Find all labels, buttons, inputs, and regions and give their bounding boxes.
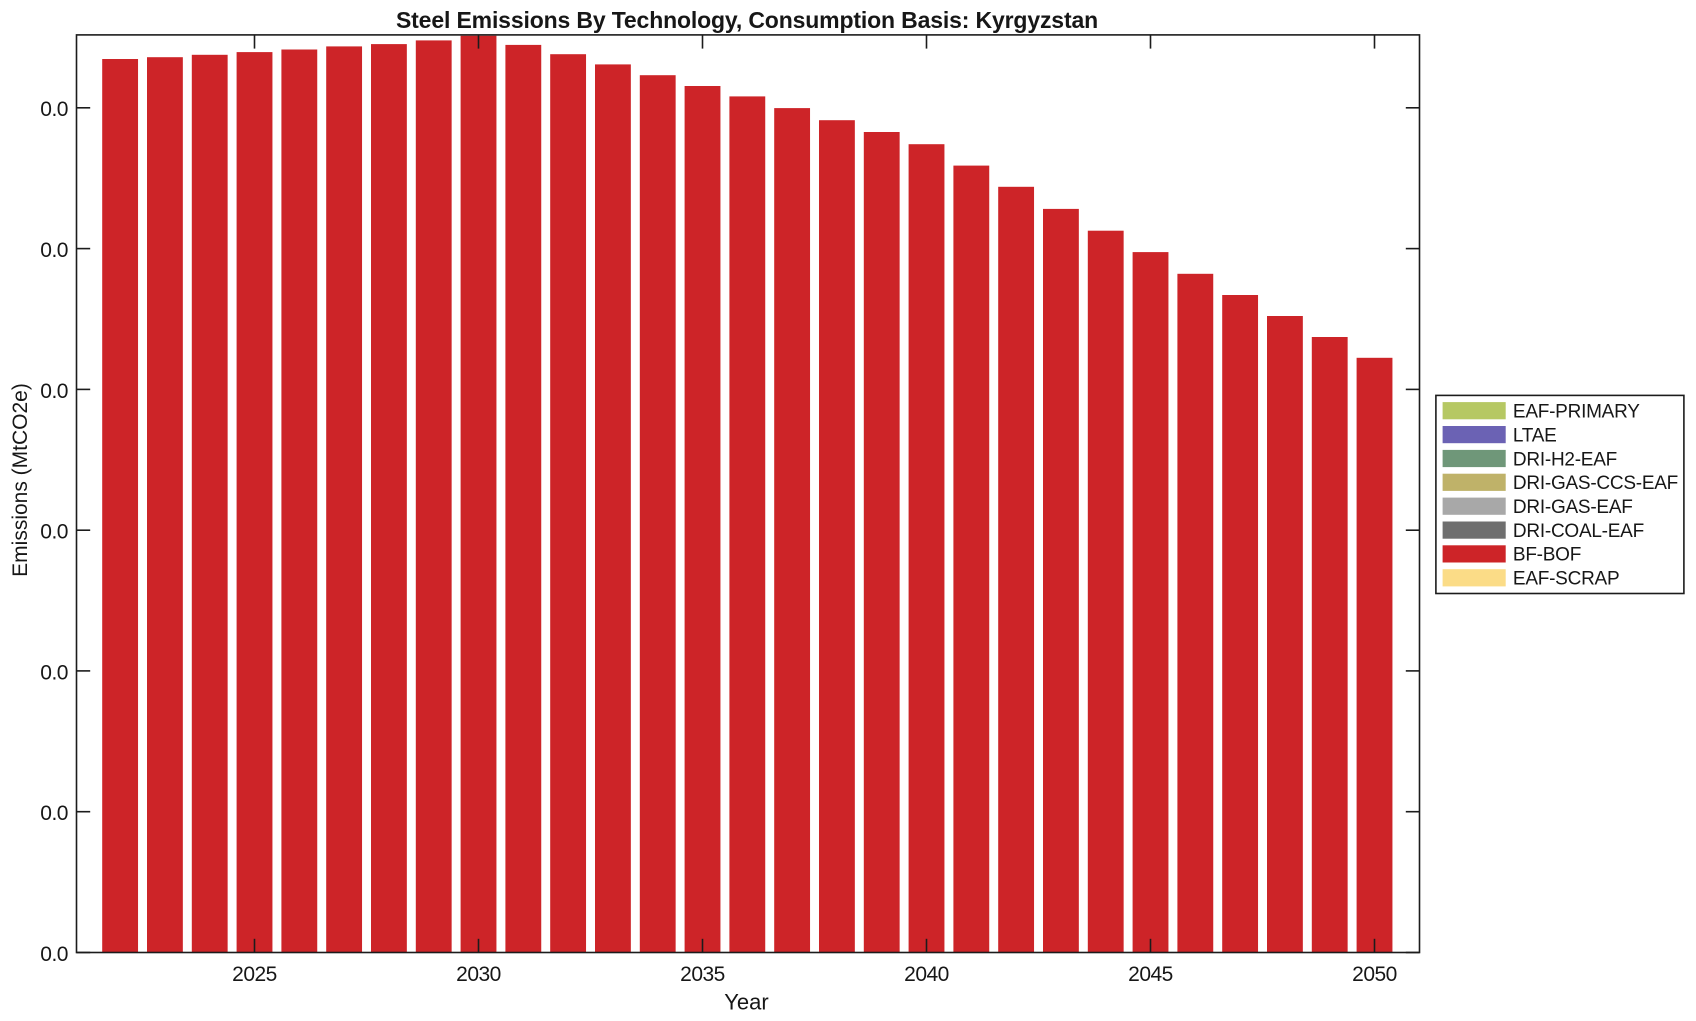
svg-text:DRI-H2-EAF: DRI-H2-EAF	[1513, 449, 1617, 470]
svg-text:2030: 2030	[456, 963, 501, 986]
svg-text:2040: 2040	[904, 963, 949, 986]
svg-text:EAF-PRIMARY: EAF-PRIMARY	[1513, 402, 1640, 423]
svg-text:2035: 2035	[680, 963, 725, 986]
svg-text:DRI-COAL-EAF: DRI-COAL-EAF	[1513, 521, 1644, 542]
svg-text:0.0: 0.0	[40, 380, 68, 403]
svg-text:0.0: 0.0	[40, 802, 68, 825]
svg-text:Year: Year	[724, 990, 768, 1015]
svg-text:0.0: 0.0	[40, 98, 68, 121]
svg-text:Emissions (MtCO2e): Emissions (MtCO2e)	[9, 383, 32, 577]
svg-text:2050: 2050	[1352, 963, 1397, 986]
svg-text:Steel Emissions By Technology,: Steel Emissions By Technology, Consumpti…	[396, 7, 1098, 33]
svg-text:DRI-GAS-CCS-EAF: DRI-GAS-CCS-EAF	[1513, 473, 1678, 494]
svg-text:BF-BOF: BF-BOF	[1513, 545, 1581, 566]
svg-text:DRI-GAS-EAF: DRI-GAS-EAF	[1513, 497, 1633, 518]
svg-text:EAF-SCRAP: EAF-SCRAP	[1513, 569, 1620, 590]
svg-text:LTAE: LTAE	[1513, 425, 1557, 446]
svg-text:0.0: 0.0	[40, 521, 68, 544]
svg-text:0.0: 0.0	[40, 661, 68, 684]
svg-text:2045: 2045	[1128, 963, 1173, 986]
svg-text:2025: 2025	[232, 963, 277, 986]
svg-text:0.0: 0.0	[40, 943, 68, 966]
svg-text:0.0: 0.0	[40, 239, 68, 262]
